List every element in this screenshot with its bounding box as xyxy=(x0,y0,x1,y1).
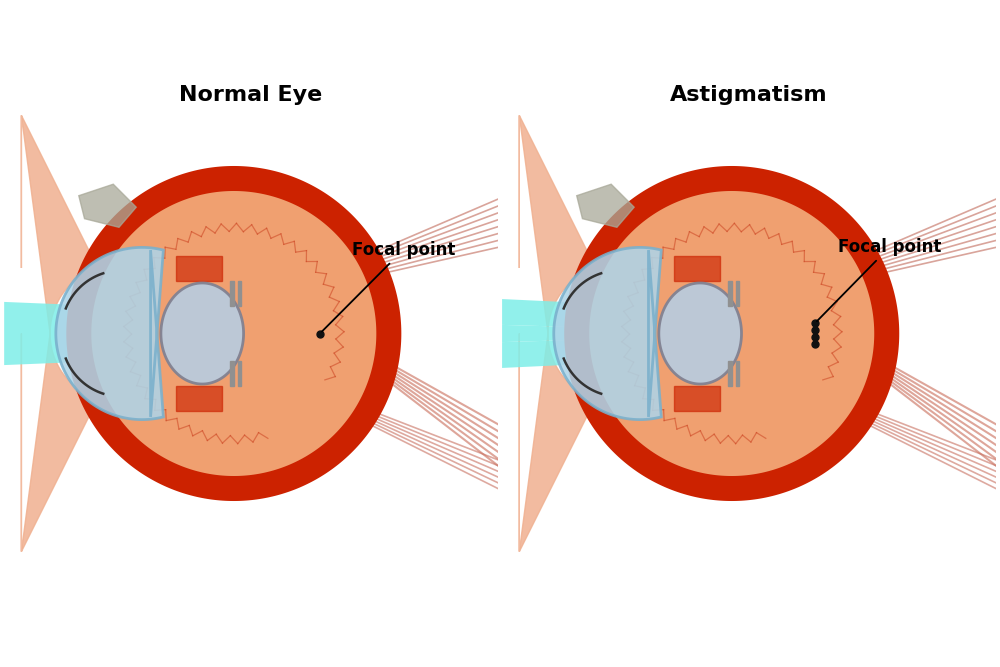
Polygon shape xyxy=(736,281,739,306)
Polygon shape xyxy=(4,302,323,365)
Polygon shape xyxy=(502,336,818,368)
Polygon shape xyxy=(736,361,739,386)
Polygon shape xyxy=(176,256,222,281)
Polygon shape xyxy=(238,361,241,386)
Polygon shape xyxy=(176,386,222,411)
Text: Focal point: Focal point xyxy=(817,238,941,321)
Polygon shape xyxy=(577,179,887,488)
Polygon shape xyxy=(728,361,732,386)
Polygon shape xyxy=(21,115,98,334)
Polygon shape xyxy=(659,283,741,384)
Polygon shape xyxy=(56,247,163,420)
Polygon shape xyxy=(577,184,634,227)
Title: Normal Eye: Normal Eye xyxy=(179,85,323,105)
Polygon shape xyxy=(519,115,596,334)
Polygon shape xyxy=(21,334,98,552)
Polygon shape xyxy=(79,184,136,227)
Polygon shape xyxy=(230,361,234,386)
Polygon shape xyxy=(674,256,720,281)
Polygon shape xyxy=(554,247,661,420)
Polygon shape xyxy=(519,334,596,552)
Polygon shape xyxy=(502,325,818,342)
Polygon shape xyxy=(674,386,720,411)
Text: Focal point: Focal point xyxy=(322,241,455,331)
Polygon shape xyxy=(238,281,241,306)
Title: Astigmatism: Astigmatism xyxy=(670,85,828,105)
Polygon shape xyxy=(728,281,732,306)
Polygon shape xyxy=(502,299,818,331)
Polygon shape xyxy=(79,179,389,488)
Polygon shape xyxy=(161,283,244,384)
Polygon shape xyxy=(230,281,234,306)
